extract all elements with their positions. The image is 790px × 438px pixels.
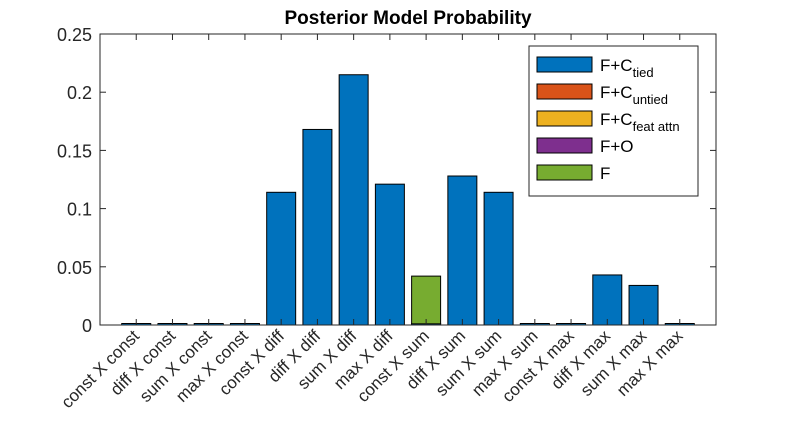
legend-label-sub-1: untied — [633, 92, 668, 107]
y-axis: 0 0.05 0.1 0.15 0.2 0.25 — [57, 25, 716, 336]
bar-9-series-0 — [447, 175, 478, 326]
plot-frame — [99, 33, 717, 326]
bar-13-series-0 — [592, 274, 623, 326]
y-tick-label-4: 0.2 — [67, 83, 92, 103]
bar-8-series-4 — [411, 275, 442, 325]
y-tick-label-1: 0.05 — [57, 258, 92, 278]
legend-swatch-4 — [536, 164, 593, 181]
legend-swatch-1 — [536, 83, 593, 100]
legend-label-sub-2: feat attn — [633, 119, 680, 134]
legend-swatch-2 — [536, 110, 593, 127]
bar-4-series-0 — [266, 191, 297, 326]
legend-swatch-0 — [536, 56, 593, 73]
bar-5-series-0 — [302, 128, 333, 326]
legend-label-4: F — [600, 164, 610, 183]
y-tick-label-3: 0.15 — [57, 141, 92, 161]
y-tick-label-5: 0.25 — [57, 25, 92, 45]
bars-layer — [121, 74, 695, 326]
legend-label-sub-0: tied — [633, 65, 654, 80]
legend-label-3: F+O — [600, 137, 634, 156]
legend-swatch-3 — [536, 137, 593, 154]
bar-7-series-0 — [374, 183, 405, 326]
bar-6-series-0 — [338, 74, 369, 326]
y-tick-label-2: 0.1 — [67, 200, 92, 220]
bar-10-series-0 — [483, 191, 514, 326]
y-tick-label-0: 0 — [82, 316, 92, 336]
chart-title: Posterior Model Probability — [284, 8, 531, 29]
